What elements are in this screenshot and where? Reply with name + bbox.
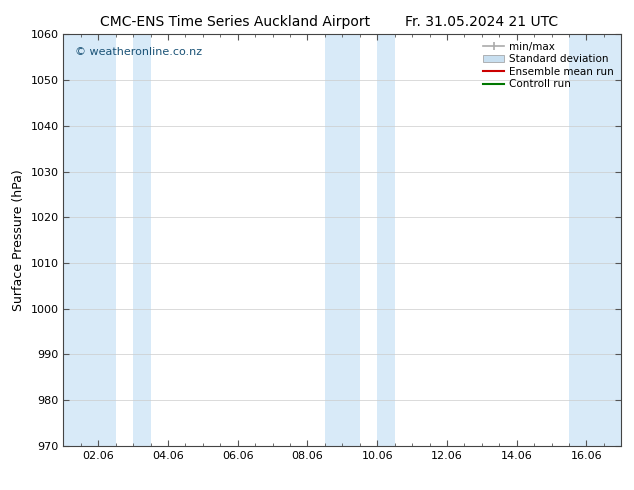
Bar: [325, 34, 359, 446]
Text: © weatheronline.co.nz: © weatheronline.co.nz: [75, 47, 202, 57]
Text: CMC-ENS Time Series Auckland Airport: CMC-ENS Time Series Auckland Airport: [100, 15, 370, 29]
Bar: [569, 34, 621, 446]
Y-axis label: Surface Pressure (hPa): Surface Pressure (hPa): [12, 169, 25, 311]
Legend: min/max, Standard deviation, Ensemble mean run, Controll run: min/max, Standard deviation, Ensemble me…: [481, 40, 616, 92]
Bar: [377, 34, 394, 446]
Bar: [133, 34, 150, 446]
Text: Fr. 31.05.2024 21 UTC: Fr. 31.05.2024 21 UTC: [405, 15, 559, 29]
Bar: [63, 34, 115, 446]
